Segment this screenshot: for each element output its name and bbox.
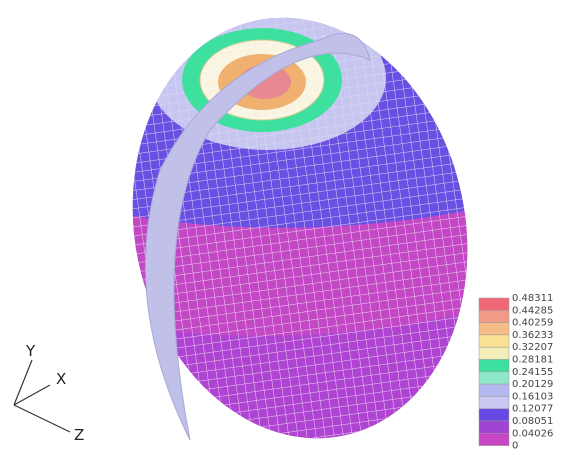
legend-swatch bbox=[479, 433, 509, 445]
legend-swatch bbox=[479, 396, 509, 408]
legend-label: 0.40259 bbox=[512, 318, 553, 329]
legend-swatch bbox=[479, 372, 509, 384]
page: 0.483110.44285 0.402590.362330.32207 0.281… bbox=[0, 0, 564, 455]
legend-label: 0.36233 bbox=[512, 330, 553, 341]
legend-label: 0.44285 bbox=[512, 305, 553, 316]
legend-label: 0.24155 bbox=[512, 367, 553, 378]
axis-label: Y bbox=[25, 342, 36, 360]
legend-label: 0.20129 bbox=[512, 379, 553, 390]
legend-swatch bbox=[479, 360, 509, 372]
legend-label: 0.12077 bbox=[512, 404, 553, 415]
legend-label: 0.08051 bbox=[512, 416, 553, 427]
axis-label: Z bbox=[74, 426, 84, 444]
legend-swatch bbox=[479, 335, 509, 347]
legend-swatch bbox=[479, 323, 509, 335]
legend-label: 0 bbox=[512, 441, 518, 452]
legend-label: 0.04026 bbox=[512, 428, 553, 439]
axis-label: X bbox=[56, 370, 66, 388]
legend-swatch bbox=[479, 409, 509, 421]
legend-label: 0.32207 bbox=[512, 342, 553, 353]
legend-label: 0.16103 bbox=[512, 391, 553, 402]
legend-swatch bbox=[479, 384, 509, 396]
legend-swatch bbox=[479, 347, 509, 359]
legend-swatch bbox=[479, 421, 509, 433]
legend-label: 0.28181 bbox=[512, 355, 553, 366]
contour-plot: 0.483110.44285 0.402590.362330.32207 0.281… bbox=[0, 0, 564, 455]
legend-swatch bbox=[479, 310, 509, 322]
legend-label: 0.48311 bbox=[512, 293, 553, 304]
legend-swatch bbox=[479, 298, 509, 310]
